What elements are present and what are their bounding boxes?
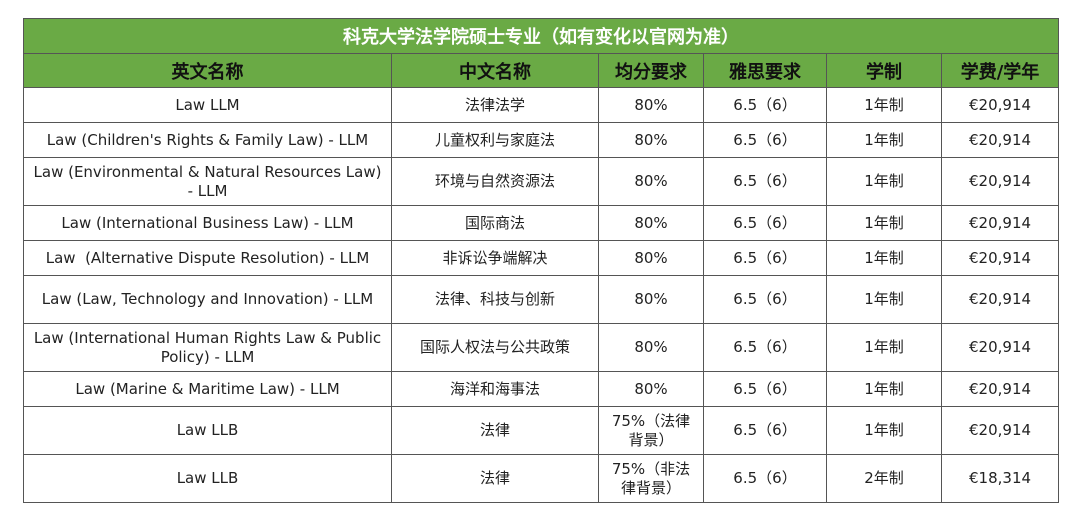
ielts-cell: 6.5（6） [703,122,827,158]
chinese-name-cell: 儿童权利与家庭法 [391,122,599,158]
duration-cell: 1年制 [826,323,942,372]
header-english-name: 英文名称 [23,53,392,88]
header-chinese-name: 中文名称 [391,53,599,88]
ielts-cell: 6.5（6） [703,157,827,206]
gpa-cell: 80% [598,157,704,206]
tuition-cell: €20,914 [940,371,1060,407]
tuition-cell: €18,314 [940,454,1060,503]
table-row: Law (Marine & Maritime Law) - LLM 海洋和海事法… [23,371,1060,407]
table-row: Law (Law, Technology and Innovation) - L… [23,275,1060,324]
ielts-cell: 6.5（6） [703,240,827,276]
tuition-cell: €20,914 [940,406,1060,455]
header-tuition: 学费/学年 [940,53,1060,88]
duration-cell: 2年制 [826,454,942,503]
duration-cell: 1年制 [826,157,942,206]
english-name-cell: Law (Environmental & Natural Resources L… [23,157,392,206]
tuition-cell: €20,914 [940,323,1060,372]
tuition-cell: €20,914 [940,157,1060,206]
english-name-cell: Law (International Human Rights Law & Pu… [23,323,392,372]
table-row: Law (Children's Rights & Family Law) - L… [23,122,1060,158]
header-gpa-requirement: 均分要求 [598,53,704,88]
english-name-cell: Law LLB [23,406,392,455]
table-title: 科克大学法学院硕士专业（如有变化以官网为准） [22,18,1060,54]
duration-cell: 1年制 [826,122,942,158]
gpa-cell: 75%（非法律背景） [598,454,704,503]
gpa-cell: 80% [598,87,704,123]
ielts-cell: 6.5（6） [703,275,827,324]
gpa-cell: 75%（法律背景） [598,406,704,455]
gpa-cell: 80% [598,323,704,372]
ielts-cell: 6.5（6） [703,454,827,503]
english-name-cell: Law LLM [23,87,392,123]
english-name-cell: Law (Law, Technology and Innovation) - L… [23,275,392,324]
programs-table: 科克大学法学院硕士专业（如有变化以官网为准） 英文名称 中文名称 均分要求 雅思… [22,18,1060,503]
chinese-name-cell: 非诉讼争端解决 [391,240,599,276]
chinese-name-cell: 国际商法 [391,205,599,241]
ielts-cell: 6.5（6） [703,205,827,241]
english-name-cell: Law (Children's Rights & Family Law) - L… [23,122,392,158]
gpa-cell: 80% [598,240,704,276]
chinese-name-cell: 法律法学 [391,87,599,123]
table-row: Law (Environmental & Natural Resources L… [23,157,1060,206]
table-row: Law LLB 法律 75%（非法律背景） 6.5（6） 2年制 €18,314 [23,454,1060,503]
chinese-name-cell: 法律、科技与创新 [391,275,599,324]
gpa-cell: 80% [598,275,704,324]
duration-cell: 1年制 [826,87,942,123]
chinese-name-cell: 环境与自然资源法 [391,157,599,206]
ielts-cell: 6.5（6） [703,371,827,407]
tuition-cell: €20,914 [940,122,1060,158]
gpa-cell: 80% [598,122,704,158]
header-ielts-requirement: 雅思要求 [703,53,827,88]
chinese-name-cell: 法律 [391,454,599,503]
duration-cell: 1年制 [826,205,942,241]
chinese-name-cell: 法律 [391,406,599,455]
duration-cell: 1年制 [826,240,942,276]
table-container: 科克大学法学院硕士专业（如有变化以官网为准） 英文名称 中文名称 均分要求 雅思… [22,18,1060,503]
chinese-name-cell: 国际人权法与公共政策 [391,323,599,372]
ielts-cell: 6.5（6） [703,87,827,123]
table-row: Law LLM 法律法学 80% 6.5（6） 1年制 €20,914 [23,87,1060,123]
duration-cell: 1年制 [826,406,942,455]
table-row: Law (International Business Law) - LLM 国… [23,205,1060,241]
chinese-name-cell: 海洋和海事法 [391,371,599,407]
duration-cell: 1年制 [826,371,942,407]
english-name-cell: Law (International Business Law) - LLM [23,205,392,241]
english-name-cell: Law (Alternative Dispute Resolution) - L… [23,240,392,276]
tuition-cell: €20,914 [940,275,1060,324]
table-row: Law (Alternative Dispute Resolution) - L… [23,240,1060,276]
ielts-cell: 6.5（6） [703,406,827,455]
tuition-cell: €20,914 [940,87,1060,123]
ielts-cell: 6.5（6） [703,323,827,372]
header-duration: 学制 [826,53,942,88]
tuition-cell: €20,914 [940,240,1060,276]
table-row: Law LLB 法律 75%（法律背景） 6.5（6） 1年制 €20,914 [23,406,1060,455]
table-row: Law (International Human Rights Law & Pu… [23,323,1060,372]
tuition-cell: €20,914 [940,205,1060,241]
english-name-cell: Law LLB [23,454,392,503]
gpa-cell: 80% [598,205,704,241]
header-row: 英文名称 中文名称 均分要求 雅思要求 学制 学费/学年 [23,53,1060,88]
gpa-cell: 80% [598,371,704,407]
duration-cell: 1年制 [826,275,942,324]
english-name-cell: Law (Marine & Maritime Law) - LLM [23,371,392,407]
